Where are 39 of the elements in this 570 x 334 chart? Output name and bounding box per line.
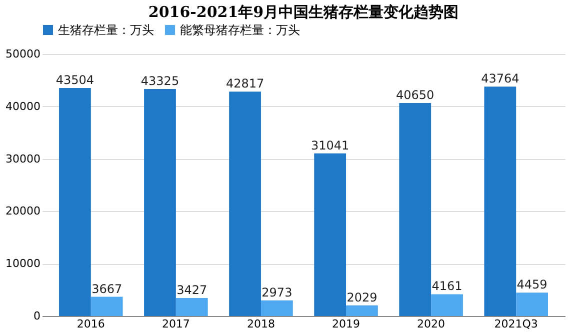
y-tick-label: 40000 bbox=[6, 100, 40, 113]
data-label: 3427 bbox=[176, 283, 208, 298]
data-label: 43764 bbox=[481, 72, 520, 86]
y-tick-label: 0 bbox=[34, 310, 40, 322]
data-label: 2029 bbox=[346, 290, 378, 304]
data-label: 4161 bbox=[432, 279, 462, 294]
x-tick-label: 2016 bbox=[76, 318, 105, 330]
bar bbox=[176, 298, 208, 316]
data-label: 2973 bbox=[262, 285, 292, 300]
x-tick-label: 2018 bbox=[246, 318, 275, 330]
y-tick-label: 30000 bbox=[6, 152, 40, 166]
x-tick-label: 2021Q3 bbox=[494, 318, 538, 330]
x-tick-label: 2017 bbox=[162, 318, 190, 330]
data-label: 40650 bbox=[396, 88, 434, 102]
bar bbox=[59, 88, 91, 316]
data-label: 43325 bbox=[140, 74, 180, 88]
x-tick-label: 2020 bbox=[417, 318, 446, 330]
bar bbox=[229, 92, 261, 316]
bar bbox=[399, 102, 432, 316]
data-label: 4459 bbox=[516, 278, 548, 292]
bar bbox=[260, 300, 293, 316]
bar bbox=[90, 296, 123, 316]
bar bbox=[346, 305, 378, 316]
y-tick-label: 50000 bbox=[6, 48, 40, 60]
legend-label: 生猪存栏量：万头 bbox=[58, 23, 154, 37]
legend-label: 能繁母猪存栏量：万头 bbox=[180, 23, 300, 37]
chart-title: 2016-2021年9月中国生猪存栏量变化趋势图 bbox=[148, 3, 459, 21]
x-tick-label: 2019 bbox=[332, 318, 360, 330]
bar bbox=[431, 294, 463, 316]
data-label: 31041 bbox=[310, 138, 350, 152]
bar bbox=[516, 292, 548, 316]
data-label: 43504 bbox=[56, 73, 94, 88]
bar bbox=[484, 86, 516, 316]
bar bbox=[144, 88, 176, 316]
data-label: 42817 bbox=[226, 76, 264, 91]
bar bbox=[314, 153, 346, 316]
data-label: 3667 bbox=[92, 282, 122, 296]
y-tick-label: 10000 bbox=[6, 257, 40, 270]
y-tick-label: 20000 bbox=[6, 204, 40, 218]
